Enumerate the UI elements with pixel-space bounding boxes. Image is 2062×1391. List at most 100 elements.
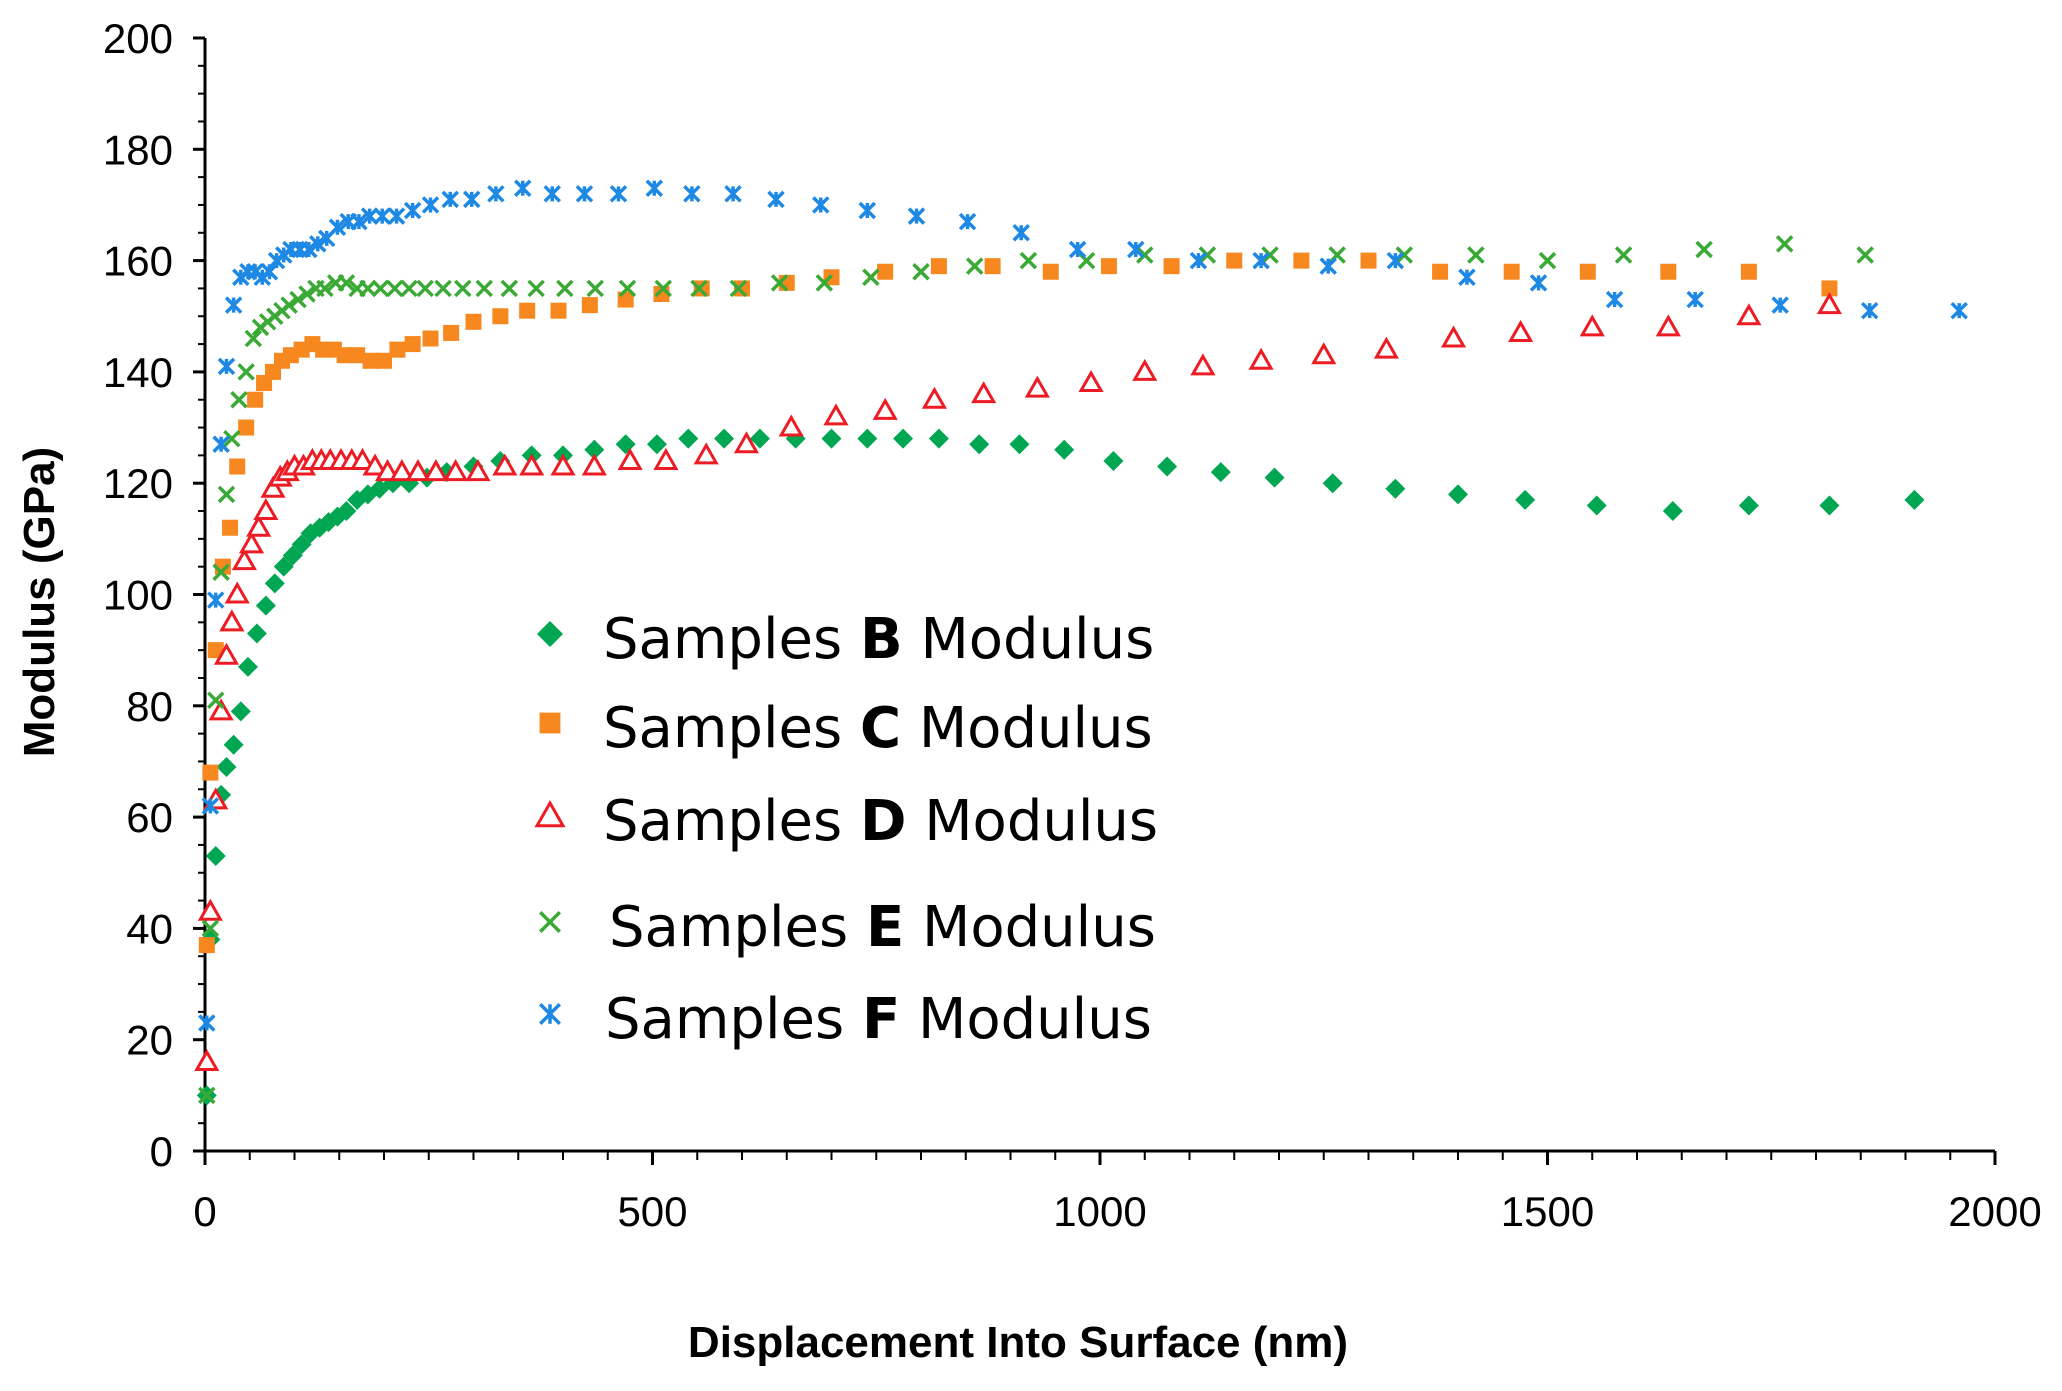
point-c: [238, 419, 255, 436]
point-d: [231, 548, 257, 571]
y-tick-label: 120: [103, 460, 173, 507]
point-c: [1100, 258, 1117, 275]
point-f: [907, 207, 926, 225]
point-e: [223, 429, 241, 448]
y-tick-label: 40: [126, 905, 173, 952]
y-tick-label: 0: [150, 1128, 173, 1175]
point-e: [359, 279, 377, 298]
point-c: [198, 937, 215, 954]
legend-label-c: Samples C Modulus: [603, 696, 1153, 761]
point-e: [586, 279, 604, 298]
point-e: [770, 274, 789, 292]
point-b: [928, 428, 949, 449]
x-tick-label: 2000: [1948, 1188, 2041, 1235]
point-b: [1054, 439, 1075, 460]
point-b: [1264, 467, 1285, 488]
point-b: [1738, 495, 1759, 516]
point-f: [217, 357, 236, 376]
point-e: [500, 279, 519, 298]
point-c: [207, 642, 224, 659]
point-f: [1950, 301, 1968, 320]
point-c: [1163, 258, 1180, 275]
point-d: [389, 459, 415, 482]
y-tick-label: 80: [126, 683, 173, 730]
point-c: [362, 352, 379, 369]
point-b: [714, 428, 735, 449]
point-d: [823, 403, 849, 426]
point-b: [749, 428, 770, 449]
point-f: [300, 240, 318, 259]
point-b: [1322, 473, 1343, 494]
series-e: [198, 235, 1874, 1105]
point-c: [229, 458, 246, 475]
point-b: [969, 434, 990, 455]
point-b: [264, 573, 285, 594]
point-c: [930, 258, 947, 275]
legend-label-sample: D: [860, 789, 906, 854]
legend-label-prefix: Samples: [605, 987, 862, 1052]
point-d: [238, 531, 265, 554]
point-c: [492, 308, 509, 325]
legend-label-prefix: Samples: [603, 789, 860, 854]
point-b: [821, 428, 842, 449]
point-f: [1068, 240, 1087, 259]
point-f: [212, 435, 230, 453]
point-e: [556, 279, 574, 298]
point-b: [1210, 462, 1231, 483]
point-d: [1736, 303, 1762, 326]
legend-label-e: Samples E Modulus: [609, 895, 1156, 960]
point-e: [1136, 246, 1154, 264]
point-f: [1127, 240, 1145, 259]
point-d: [1132, 358, 1158, 381]
point-d: [197, 898, 223, 921]
point-e: [475, 279, 493, 298]
point-e: [298, 285, 316, 303]
point-d: [872, 397, 898, 420]
point-b: [1009, 434, 1030, 455]
x-tick-label: 500: [617, 1188, 687, 1235]
point-b: [1904, 489, 1925, 510]
point-d: [733, 431, 760, 454]
point-f: [575, 185, 594, 203]
point-c: [443, 324, 460, 341]
point-e: [289, 290, 307, 309]
point-e: [454, 279, 472, 298]
point-b: [255, 595, 276, 616]
point-d: [1655, 314, 1681, 337]
point-f: [387, 207, 406, 225]
point-f: [724, 185, 742, 203]
point-e: [400, 279, 418, 298]
point-b: [1103, 450, 1124, 471]
legend-marker-e: [539, 911, 561, 933]
point-d: [260, 475, 286, 498]
legend-marker-f: [539, 1003, 561, 1025]
x-tick-label: 0: [193, 1188, 216, 1235]
legend-label-suffix: Modulus: [901, 696, 1153, 761]
point-f: [373, 207, 391, 225]
point-f: [198, 1014, 216, 1032]
point-c: [349, 347, 366, 364]
point-d: [208, 698, 234, 721]
point-d: [1816, 292, 1843, 315]
point-d: [405, 459, 431, 482]
point-d: [423, 459, 449, 482]
point-b: [893, 428, 914, 449]
legend-marker-d: [534, 799, 566, 828]
point-c: [1821, 280, 1838, 297]
point-e: [337, 274, 356, 292]
data-points: [194, 179, 1968, 1106]
point-c: [465, 313, 482, 330]
point-e: [1395, 246, 1414, 264]
point-f: [645, 179, 664, 197]
point-d: [253, 498, 279, 521]
point-f: [958, 212, 977, 231]
point-c: [1432, 263, 1449, 280]
point-d: [1440, 325, 1467, 348]
point-d: [246, 514, 272, 537]
point-b: [237, 656, 258, 677]
point-f: [487, 185, 505, 203]
point-e: [316, 279, 334, 298]
point-e: [386, 279, 404, 298]
